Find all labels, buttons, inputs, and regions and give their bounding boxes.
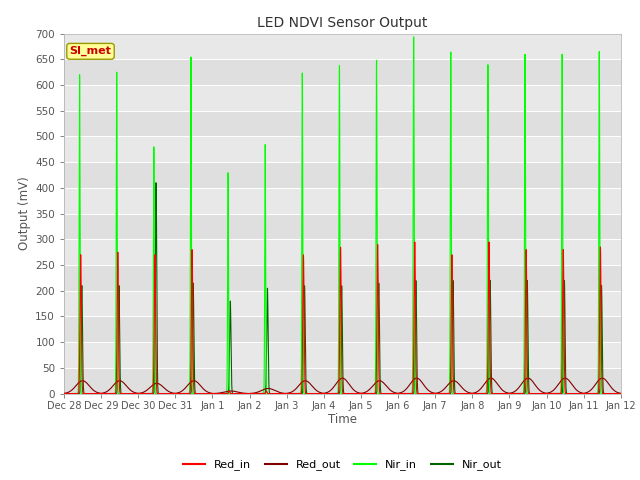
Bar	[64, 188, 621, 214]
Bar	[64, 316, 621, 342]
Bar	[64, 240, 621, 265]
Bar	[64, 342, 621, 368]
Bar	[64, 265, 621, 291]
Bar	[64, 34, 621, 60]
X-axis label: Time: Time	[328, 413, 357, 426]
Bar	[64, 368, 621, 394]
Bar	[64, 85, 621, 111]
Bar	[64, 60, 621, 85]
Y-axis label: Output (mV): Output (mV)	[18, 177, 31, 251]
Bar	[64, 214, 621, 240]
Bar	[64, 162, 621, 188]
Bar	[64, 291, 621, 316]
Legend: Red_in, Red_out, Nir_in, Nir_out: Red_in, Red_out, Nir_in, Nir_out	[179, 455, 506, 475]
Text: SI_met: SI_met	[70, 46, 111, 57]
Title: LED NDVI Sensor Output: LED NDVI Sensor Output	[257, 16, 428, 30]
Bar	[64, 136, 621, 162]
Bar	[64, 111, 621, 136]
